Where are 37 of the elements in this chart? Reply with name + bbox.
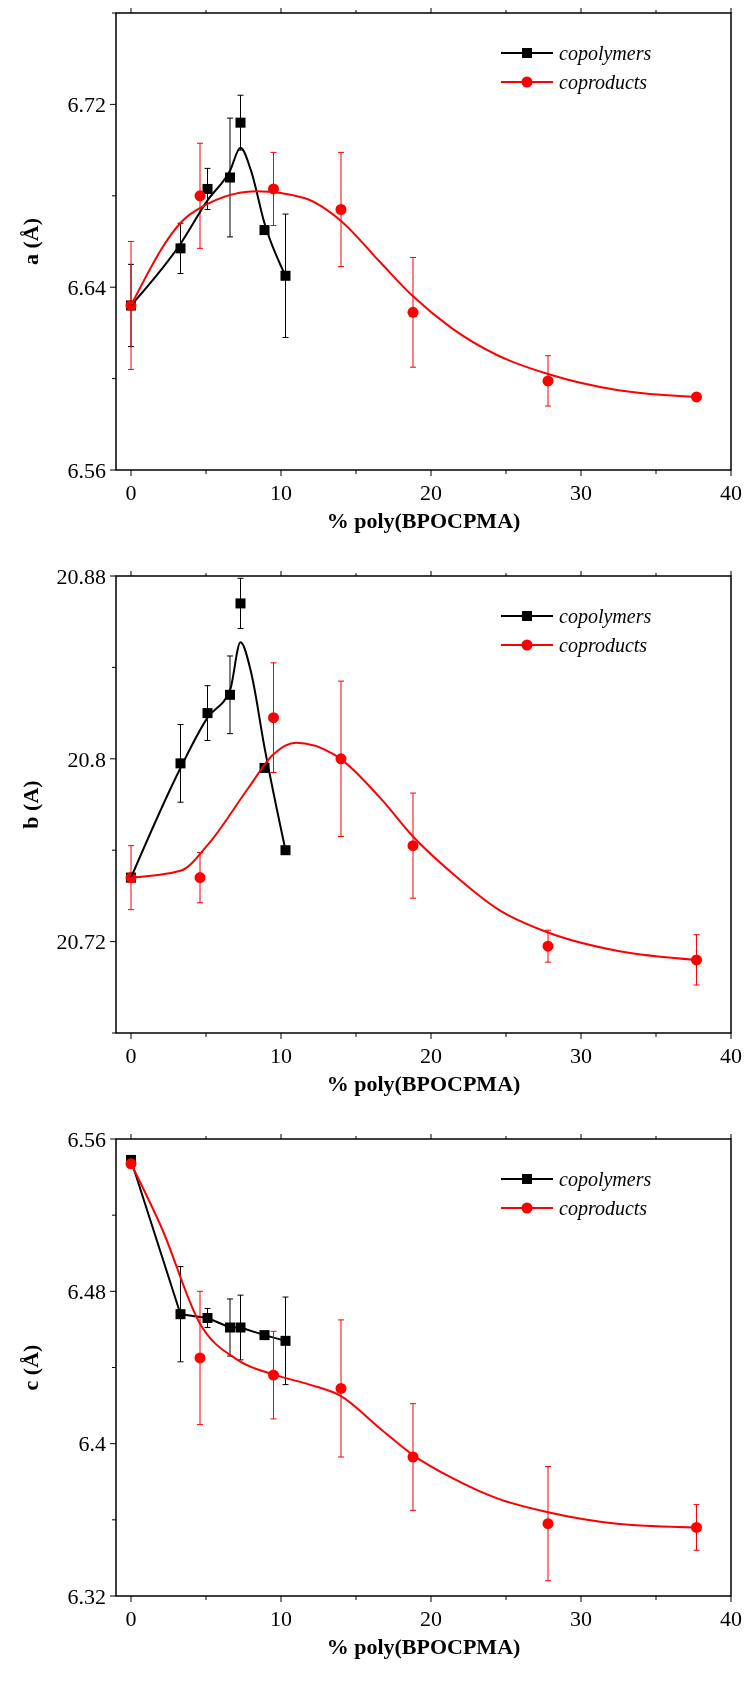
y-axis-title: c (Å)	[18, 1344, 43, 1391]
x-tick-label: 10	[270, 480, 292, 505]
x-tick-label: 30	[570, 1606, 592, 1631]
legend-label: coproducts	[559, 71, 648, 94]
x-tick-label: 40	[720, 1043, 742, 1068]
x-axis-title: % poly(BPOCPMA)	[326, 508, 521, 533]
x-axis-title: % poly(BPOCPMA)	[326, 1634, 521, 1659]
y-tick-label: 6.48	[67, 1279, 106, 1305]
x-tick-label: 20	[420, 480, 442, 505]
x-tick-label: 10	[270, 1606, 292, 1631]
x-tick-label: 30	[570, 480, 592, 505]
x-tick-label: 0	[125, 480, 137, 505]
y-tick-label: 6.4	[78, 1431, 106, 1457]
y-axis-title: b (A)	[18, 780, 43, 829]
x-tick-label: 40	[720, 480, 742, 505]
legend-label: copolymers	[559, 42, 652, 65]
y-tick-label: 6.56	[67, 1126, 106, 1152]
y-axis-title: a (Å)	[18, 217, 43, 266]
y-tick-label: 20.8	[67, 746, 106, 772]
x-axis-title: % poly(BPOCPMA)	[326, 1071, 521, 1096]
y-tick-label: 20.88	[56, 563, 106, 589]
legend-label: coproducts	[559, 1197, 648, 1220]
x-tick-label: 20	[420, 1606, 442, 1631]
x-tick-label: 10	[270, 1043, 292, 1068]
y-tick-label: 20.72	[56, 929, 106, 955]
y-tick-label: 6.64	[67, 274, 106, 300]
x-tick-label: 20	[420, 1043, 442, 1068]
y-tick-label: 6.56	[67, 457, 106, 483]
x-tick-label: 0	[125, 1043, 137, 1068]
legend-label: copolymers	[559, 605, 652, 628]
y-tick-label: 6.72	[67, 92, 106, 118]
legend-label: copolymers	[559, 1168, 652, 1191]
x-tick-label: 40	[720, 1606, 742, 1631]
legend-label: coproducts	[559, 634, 648, 657]
x-tick-label: 30	[570, 1043, 592, 1068]
y-tick-label: 6.32	[67, 1583, 106, 1609]
x-tick-label: 0	[125, 1606, 137, 1631]
